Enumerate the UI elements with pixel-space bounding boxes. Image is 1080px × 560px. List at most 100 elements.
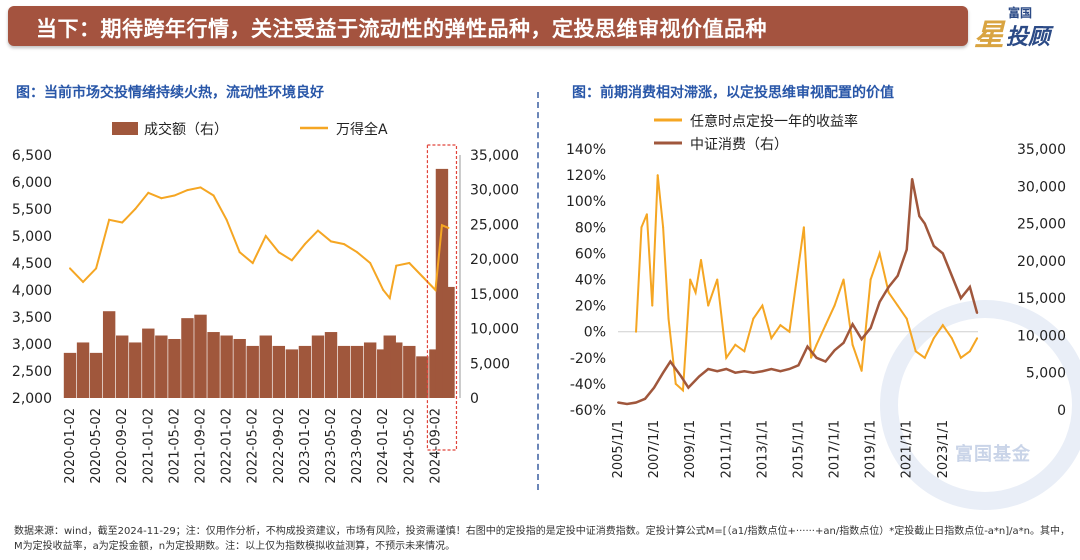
- wind-all-a-point: [316, 229, 319, 232]
- csi-consumer-point: [669, 360, 672, 363]
- volume-bar: [129, 342, 142, 398]
- left-x-tick-label: 2022-09-02: [272, 408, 287, 484]
- volume-bar: [116, 335, 129, 398]
- wind-all-a-point: [356, 251, 359, 254]
- csi-consumer-point: [923, 222, 926, 225]
- left-x-tick-label: 2022-05-02: [246, 408, 261, 484]
- csi-consumer-point: [687, 386, 690, 389]
- left-x-tick-label: 2023-05-02: [324, 408, 339, 484]
- csi-consumer-point: [918, 215, 921, 218]
- sip-return-point: [887, 291, 890, 294]
- csi-consumer-point: [833, 349, 836, 352]
- volume-bar: [155, 335, 168, 398]
- wind-all-a-point: [251, 262, 254, 264]
- sip-return-point: [761, 304, 764, 307]
- wind-all-a-point: [395, 264, 398, 267]
- csi-consumer-point: [941, 252, 944, 255]
- sip-return-point: [810, 356, 813, 359]
- volume-bar: [168, 338, 181, 398]
- left-x-tick-label: 2020-09-02: [115, 408, 130, 484]
- volume-bar: [324, 332, 338, 398]
- left-y2-tick-label: 15,000: [470, 287, 519, 303]
- left-y2-tick-label: 25,000: [470, 217, 519, 233]
- left-y-tick-label: 3,500: [12, 310, 52, 326]
- legend-volume-swatch: [112, 122, 138, 135]
- wind-all-a-point: [238, 251, 241, 254]
- volume-bar: [350, 345, 364, 398]
- csi-consumer-point: [824, 360, 827, 363]
- sip-return-point: [941, 324, 944, 327]
- left-y-tick-label: 3,000: [12, 337, 52, 353]
- volume-bar: [337, 345, 351, 398]
- volume-bar: [181, 318, 194, 398]
- right-y-tick-label: 60%: [575, 246, 606, 262]
- right-y-tick-label: 120%: [566, 168, 606, 184]
- right-y-tick-label: 20%: [575, 299, 606, 315]
- sip-return-point: [824, 324, 827, 327]
- volume-bar: [89, 352, 103, 398]
- volume-bar: [311, 335, 325, 398]
- volume-bar: [298, 345, 312, 398]
- wind-all-a-point: [121, 221, 124, 224]
- wind-all-a-point: [408, 262, 411, 264]
- volume-bar: [220, 335, 233, 398]
- csi-consumer-point: [976, 312, 979, 315]
- left-x-tick-label: 2020-05-02: [89, 408, 104, 484]
- volume-bar: [363, 342, 377, 398]
- footnote: 数据来源：wind，截至2024-11-29；注：仅用作分析，不构成投资建议，市…: [14, 526, 1070, 552]
- csi-consumer-point: [842, 341, 845, 344]
- left-y-tick-label: 2,500: [12, 364, 52, 380]
- csi-consumer-point: [626, 403, 629, 406]
- volume-bar: [259, 335, 272, 398]
- sip-return-point: [752, 317, 755, 320]
- sip-return-point: [694, 291, 697, 294]
- csi-consumer-point: [788, 367, 791, 370]
- wind-all-a-point: [369, 262, 372, 264]
- csi-consumer-point: [761, 370, 764, 373]
- left-x-tick-label: 2020-01-02: [63, 408, 78, 484]
- sip-return-point: [833, 304, 836, 307]
- sip-return-point: [932, 337, 935, 340]
- right-y2-tick-label: 15,000: [1017, 291, 1066, 307]
- wind-all-a-point: [421, 275, 424, 278]
- csi-consumer-point: [752, 371, 755, 374]
- left-x-tick-label: 2022-01-02: [220, 408, 235, 484]
- csi-consumer-point: [734, 371, 737, 374]
- right-y2-tick-label: 10,000: [1017, 328, 1066, 344]
- left-y-tick-label: 5,500: [12, 202, 52, 218]
- left-y2-tick-label: 30,000: [470, 183, 519, 199]
- sip-return-point: [976, 337, 979, 340]
- sip-return-point: [674, 382, 677, 385]
- left-x-tick-label: 2021-01-02: [141, 408, 156, 484]
- wind-all-a-point: [343, 243, 346, 246]
- csi-consumer-point: [725, 367, 728, 370]
- wind-all-a-point: [160, 197, 163, 200]
- csi-consumer-point: [869, 326, 872, 329]
- csi-consumer-point: [680, 375, 683, 378]
- csi-consumer-point: [968, 285, 971, 288]
- sip-return-point: [689, 278, 692, 281]
- wind-all-a-point: [440, 224, 443, 227]
- wind-all-a-point: [134, 208, 137, 210]
- left-y-tick-label: 6,500: [12, 148, 52, 164]
- csi-consumer-point: [905, 248, 908, 251]
- wind-all-a-point: [225, 218, 228, 221]
- sip-return-point: [743, 350, 746, 353]
- left-x-tick-label: 2023-09-02: [350, 408, 365, 484]
- sip-return-point: [662, 226, 665, 229]
- csi-consumer-point: [707, 367, 710, 370]
- volume-bar: [272, 345, 286, 398]
- left-x-tick-label: 2023-01-02: [298, 408, 313, 484]
- csi-consumer-line: [617, 178, 979, 406]
- right-chart-subtitle: 图：前期消费相对滞涨，以定投思维审视配置的价值: [572, 85, 894, 101]
- wind-all-a-point: [69, 267, 71, 270]
- logo-star-char: 星: [974, 18, 1004, 53]
- left-x-tick-label: 2024-01-02: [376, 408, 391, 484]
- watermark-text: 富国基金: [955, 444, 1031, 465]
- wind-all-a-point: [290, 259, 293, 262]
- left-y2-tick-label: 35,000: [470, 148, 519, 164]
- left-y-tick-label: 4,000: [12, 283, 52, 299]
- legend-sip-label: 任意时点定投一年的收益率: [690, 113, 858, 130]
- left-y2-tick-label: 0: [470, 391, 479, 407]
